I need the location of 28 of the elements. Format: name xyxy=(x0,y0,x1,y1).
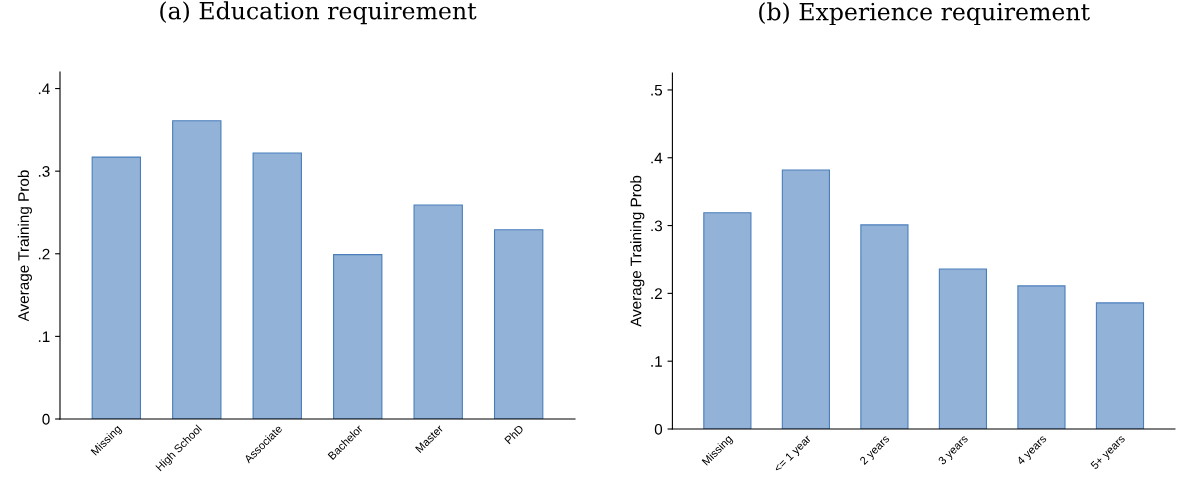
bar xyxy=(938,268,988,430)
y-tick-label: .3 xyxy=(651,220,663,232)
y-tick-label: .4 xyxy=(38,83,50,95)
bar xyxy=(252,152,302,419)
bar xyxy=(703,212,752,430)
y-tick-label: .5 xyxy=(651,84,663,96)
bar xyxy=(1017,285,1066,430)
bar xyxy=(91,156,142,419)
y-tick-label: .4 xyxy=(651,152,663,164)
y-tick-label: 0 xyxy=(654,423,663,435)
y-tick-label: .1 xyxy=(38,331,50,342)
chart-title: (b) Experience requirement xyxy=(759,2,1090,26)
bar xyxy=(1095,302,1145,430)
y-tick-label: .2 xyxy=(651,288,662,299)
bar xyxy=(493,229,544,419)
y-tick-label: .1 xyxy=(651,356,662,367)
bar xyxy=(333,254,383,419)
bar xyxy=(413,204,463,419)
y-tick-label: 0 xyxy=(42,413,50,425)
bar xyxy=(860,224,909,430)
bar xyxy=(781,169,831,430)
y-tick-label: .3 xyxy=(38,166,50,177)
y-tick-label: .2 xyxy=(38,248,50,260)
bar xyxy=(172,120,222,419)
y-axis-title: Average Training Prob xyxy=(17,170,32,322)
x-tick-label: PhD xyxy=(504,424,524,445)
chart-title: (a) Education requirement xyxy=(160,1,477,25)
y-axis-title: Average Training Prob xyxy=(630,175,645,327)
